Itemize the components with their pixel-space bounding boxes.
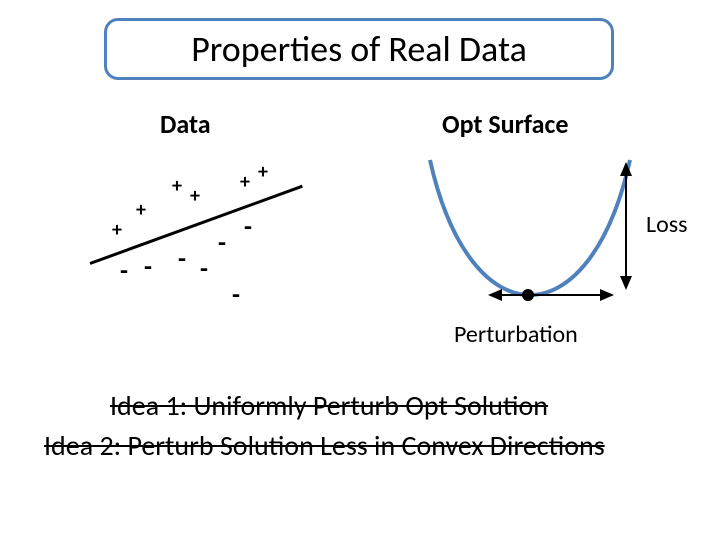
minus-mark: -: [144, 250, 152, 282]
opt-label: Opt Surface: [442, 108, 568, 140]
minus-mark: -: [218, 226, 226, 258]
title-text: Properties of Real Data: [191, 27, 527, 71]
title-box: Properties of Real Data: [104, 18, 614, 80]
data-label: Data: [160, 108, 211, 140]
loss-curve: [430, 160, 630, 295]
plus-mark: +: [190, 184, 200, 208]
min-point: [522, 289, 534, 301]
minus-mark: -: [200, 252, 208, 284]
plus-mark: +: [240, 170, 250, 194]
plus-mark: +: [172, 174, 182, 198]
plus-mark: +: [258, 160, 268, 184]
opt-surface-diagram: [420, 150, 650, 320]
plus-mark: +: [112, 218, 122, 242]
minus-mark: -: [232, 278, 240, 310]
minus-mark: -: [120, 254, 128, 286]
opt-surface-svg: [420, 150, 650, 320]
minus-mark: -: [178, 242, 186, 274]
perturbation-label: Perturbation: [454, 320, 578, 349]
loss-label: Loss: [646, 210, 688, 239]
data-diagram: ++++++-------: [84, 150, 324, 320]
idea-2: Idea 2: Perturb Solution Less in Convex …: [44, 428, 605, 463]
plus-mark: +: [136, 198, 146, 222]
minus-mark: -: [244, 210, 252, 242]
idea-1: Idea 1: Uniformly Perturb Opt Solution: [110, 388, 548, 423]
